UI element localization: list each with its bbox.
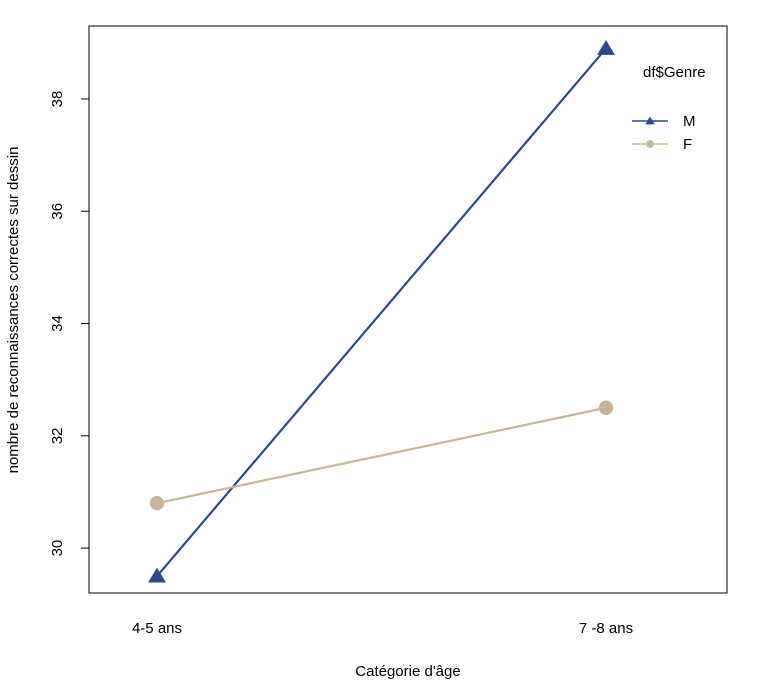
data-point bbox=[149, 495, 165, 511]
data-point bbox=[148, 567, 166, 583]
x-tick-label: 7 -8 ans bbox=[579, 620, 633, 637]
series-M bbox=[148, 39, 615, 583]
plot-frame bbox=[88, 25, 728, 594]
y-tick-label: 32 bbox=[49, 427, 66, 444]
legend-swatch-marker bbox=[645, 116, 655, 125]
legend-entry-F: F bbox=[632, 136, 692, 153]
y-tick-label: 38 bbox=[49, 91, 66, 108]
legend-swatch-marker bbox=[646, 140, 654, 148]
y-axis-title: nombre de reconnaissances correctes sur … bbox=[5, 147, 22, 474]
y-tick-label: 36 bbox=[49, 203, 66, 220]
legend: df$Genre MF bbox=[632, 64, 706, 153]
x-axis-title: Catégorie d'âge bbox=[355, 663, 460, 680]
legend-label: F bbox=[683, 136, 692, 153]
x-axis-labels: 4-5 ans 7 -8 ans bbox=[132, 620, 633, 637]
y-tick-label: 30 bbox=[49, 540, 66, 557]
legend-title: df$Genre bbox=[643, 64, 706, 81]
data-point bbox=[598, 400, 614, 415]
series-layer bbox=[148, 39, 615, 583]
legend-label: M bbox=[683, 113, 696, 130]
series-F bbox=[149, 400, 614, 511]
y-tick-label: 34 bbox=[49, 315, 66, 332]
x-tick-label: 4-5 ans bbox=[132, 620, 182, 637]
legend-entry-M: M bbox=[632, 113, 696, 130]
data-point bbox=[597, 39, 615, 55]
y-axis: 30 32 34 36 38 bbox=[49, 91, 90, 557]
series-line bbox=[156, 406, 607, 505]
series-line bbox=[156, 47, 607, 577]
